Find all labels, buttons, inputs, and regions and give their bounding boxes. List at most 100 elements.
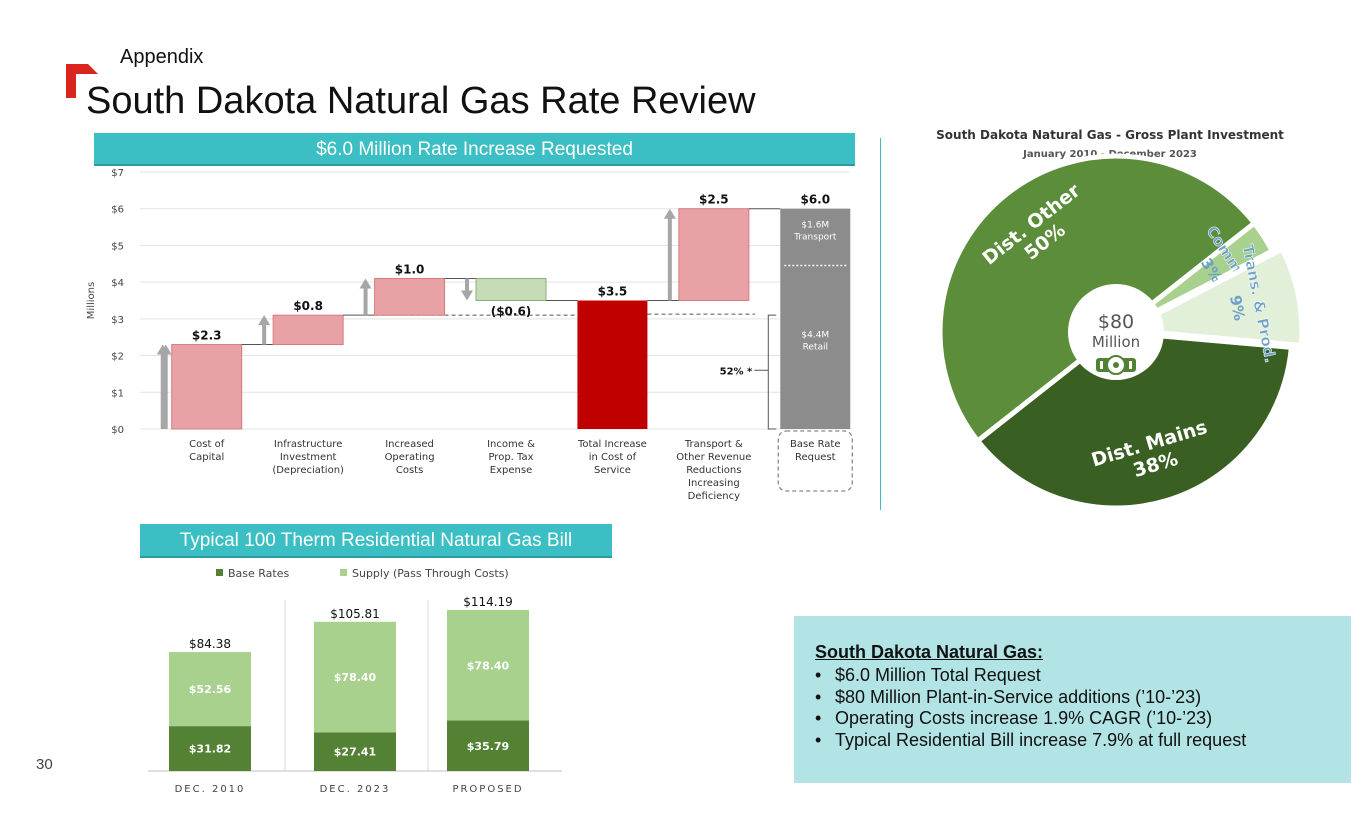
residential-bill-banner: Typical 100 Therm Residential Natural Ga… [140, 524, 612, 558]
legend-label: Base Rates [228, 567, 290, 580]
category-label: Transport & [684, 439, 743, 450]
total-label: $105.81 [330, 607, 380, 621]
pie-slice-pct: 9% [1226, 294, 1249, 322]
accent-corner-icon [66, 64, 98, 98]
pipe-valve-icon-flange [1129, 361, 1132, 369]
pie-slice [974, 329, 1295, 511]
split-label: Transport [793, 232, 837, 242]
base-rate-label: $35.79 [467, 740, 509, 753]
y-tick-label: $6 [111, 205, 124, 216]
category-label: Reductions [686, 465, 741, 476]
category-label: Increased [385, 439, 434, 450]
category-label: in Cost of [589, 452, 637, 463]
category-label: Expense [490, 465, 532, 476]
category-label: Base Rate [790, 439, 840, 450]
supply-label: $78.40 [334, 671, 377, 684]
bracket [767, 314, 777, 430]
waterfall-value-label: ($0.6) [491, 305, 532, 319]
waterfall-banner: $6.0 Million Rate Increase Requested [94, 133, 855, 166]
page-title: South Dakota Natural Gas Rate Review [86, 80, 756, 122]
waterfall-bar [780, 208, 851, 429]
category-label: Capital [189, 452, 224, 463]
change-arrow-head [663, 208, 676, 219]
waterfall-value-label: $1.0 [395, 262, 425, 276]
waterfall-bar [577, 300, 648, 429]
pipe-valve-icon [1096, 355, 1136, 375]
category-label: Investment [280, 452, 337, 463]
category-label: Costs [396, 465, 423, 476]
waterfall-value-label: $0.8 [293, 299, 323, 313]
pie-center-unit: Million [1092, 333, 1140, 351]
summary-box: South Dakota Natural Gas: $6.0 Million T… [794, 616, 1351, 783]
legend-label: Supply (Pass Through Costs) [352, 567, 509, 580]
summary-bullet: $6.0 Million Total Request [815, 665, 1246, 687]
section-label: Appendix [120, 46, 204, 68]
waterfall-value-label: $6.0 [800, 193, 830, 207]
total-label: $84.38 [189, 637, 231, 651]
y-tick-label: $2 [111, 352, 124, 363]
pie-center [1068, 284, 1164, 380]
category-label: Service [594, 465, 631, 476]
supply-bar [314, 621, 396, 733]
category-label: Operating [385, 452, 435, 463]
waterfall-value-label: $2.3 [192, 329, 222, 343]
base-rate-label: $31.82 [189, 743, 231, 756]
y-tick-label: $0 [111, 425, 124, 436]
plant-investment-pie-chart: South Dakota Natural Gas - Gross Plant I… [936, 128, 1305, 511]
supply-bar [447, 609, 529, 721]
y-tick-label: $3 [111, 315, 124, 326]
y-axis-label: Millions [86, 282, 97, 319]
category-label: PROPOSED [452, 784, 523, 795]
change-arrow-head [159, 344, 172, 355]
category-label: Other Revenue [676, 452, 751, 463]
pipe-valve-icon-hub [1113, 362, 1119, 368]
waterfall-value-label: $3.5 [598, 285, 628, 299]
category-label: Prop. Tax [488, 452, 533, 463]
y-tick-label: $7 [111, 168, 124, 179]
category-label: Deficiency [688, 491, 740, 502]
summary-bullet: Operating Costs increase 1.9% CAGR (’10-… [815, 708, 1246, 730]
page-number: 30 [36, 756, 53, 773]
category-label: Income & [487, 439, 535, 450]
category-label: Request [795, 452, 836, 463]
waterfall-value-label: $2.5 [699, 193, 729, 207]
supply-label: $78.40 [467, 659, 510, 672]
split-label: $4.4M [801, 331, 829, 341]
split-label: Retail [803, 343, 828, 353]
total-label: $114.19 [463, 595, 513, 609]
legend-swatch [340, 569, 347, 576]
category-label: DEC. 2023 [320, 784, 391, 795]
y-tick-label: $1 [111, 388, 124, 399]
category-label: DEC. 2010 [175, 784, 246, 795]
change-arrow-head [258, 315, 271, 326]
waterfall-bar [272, 314, 344, 346]
category-label: Increasing [688, 478, 740, 489]
waterfall-bar [374, 277, 446, 316]
supply-bar [169, 652, 251, 727]
split-label: $1.6M [801, 220, 829, 230]
category-label: Total Increase [577, 439, 647, 450]
pipe-valve-icon-flange [1100, 361, 1103, 369]
waterfall-bar [678, 208, 750, 301]
base-rate-bar [314, 732, 396, 771]
y-tick-label: $5 [111, 241, 124, 252]
base-rate-label: $27.41 [334, 746, 376, 759]
legend-swatch [216, 569, 223, 576]
supply-label: $52.56 [189, 683, 232, 696]
pie-slice [1117, 245, 1305, 349]
pie-center-value: $80 [1098, 311, 1134, 333]
change-arrow-head [359, 278, 372, 289]
residential-bill-chart: Base Rates Supply (Pass Through Costs) $31… [148, 567, 562, 795]
summary-list: $6.0 Million Total Request $80 Million P… [815, 665, 1246, 751]
waterfall-bar [171, 344, 243, 430]
change-arrow-head [461, 290, 473, 301]
category-label: Cost of [189, 439, 225, 450]
summary-title: South Dakota Natural Gas: [815, 642, 1044, 662]
category-label: Infrastructure [274, 439, 342, 450]
y-tick-label: $4 [111, 278, 124, 289]
base-rate-bar [169, 726, 251, 771]
waterfall-bar [475, 277, 547, 301]
summary-bullet: Typical Residential Bill increase 7.9% a… [815, 730, 1246, 752]
waterfall-chart: $0 $1 $2 $3 $4 $5 $6 $7 Millions $2.3 Cost of Capit… [86, 168, 853, 502]
highlight-box [777, 430, 853, 492]
